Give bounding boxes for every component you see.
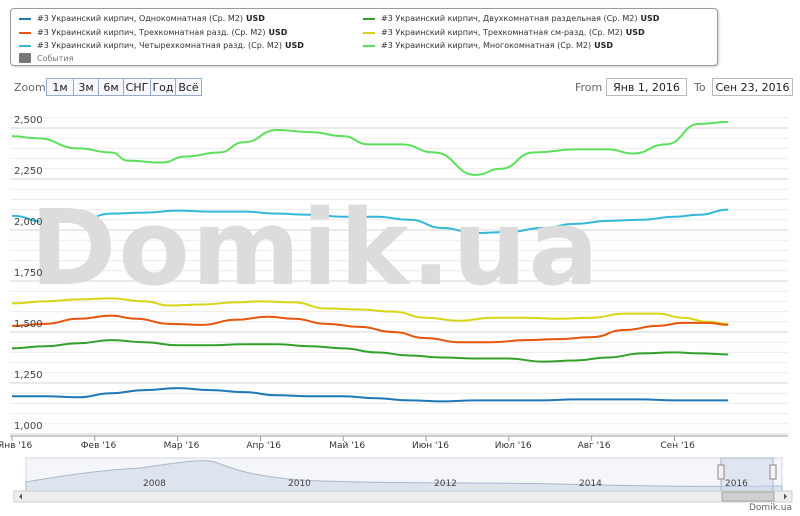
y-tick-label: 1,500 (14, 319, 43, 330)
zoom-3m-button[interactable]: 3м (73, 78, 99, 96)
legend-item-3room-sep[interactable]: #3 Украинский кирпич, Трехкомнатная разд… (19, 28, 287, 37)
navigator-right-handle[interactable] (768, 463, 778, 481)
y-tick-label: 2,500 (14, 115, 43, 126)
legend-unit: USD (268, 28, 288, 37)
y-tick-label: 2,250 (14, 166, 43, 177)
series-line-5 (12, 387, 729, 403)
legend-label: #3 Украинский кирпич, Трехкомнатная разд… (37, 28, 266, 37)
x-tick-label: Фев '16 (80, 441, 117, 451)
legend-unit: USD (594, 41, 614, 50)
x-tick-label: Июл '16 (494, 441, 532, 451)
watermark: Domik.ua (30, 187, 601, 309)
legend-label: #3 Украинский кирпич, Двухкомнатная разд… (381, 14, 638, 23)
legend: #3 Украинский кирпич, Однокомнатная (Ср.… (10, 8, 718, 66)
legend-swatch (363, 44, 375, 47)
plot-background (10, 100, 788, 436)
legend-item-2room[interactable]: #3 Украинский кирпич, Двухкомнатная разд… (363, 14, 659, 23)
x-tick-label: Авг '16 (577, 441, 611, 451)
zoom-label: Zoom (14, 81, 46, 94)
navigator-year-label: 2014 (579, 479, 602, 489)
range-from-input[interactable]: Янв 1, 2016 (606, 78, 687, 96)
legend-label: #3 Украинский кирпич, Однокомнатная (Ср.… (37, 14, 243, 23)
legend-label: #3 Украинский кирпич, Многокомнатная (Ср… (381, 41, 592, 50)
series-line-2 (11, 297, 729, 325)
navigator-year-label: 2010 (288, 479, 311, 489)
legend-unit: USD (245, 14, 265, 23)
range-to-input[interactable]: Сен 23, 2016 (712, 78, 793, 96)
x-tick-label: Май '16 (329, 441, 366, 451)
legend-label: #3 Украинский кирпич, Четырехкомнатная р… (37, 41, 282, 50)
y-tick-label: 2,000 (14, 217, 43, 228)
legend-item-events[interactable]: События (19, 53, 73, 63)
legend-item-multiroom[interactable]: #3 Украинский кирпич, Многокомнатная (Ср… (363, 41, 613, 50)
series-line-0 (11, 120, 729, 176)
legend-swatch (363, 17, 375, 20)
navigator-year-label: 2008 (143, 479, 166, 489)
legend-swatch (19, 31, 31, 34)
navigator-year-label: 2016 (725, 479, 748, 489)
navigator-scrollbar[interactable] (14, 491, 792, 502)
legend-label: События (37, 53, 74, 63)
credit-link[interactable]: Domik.ua (749, 503, 792, 513)
legend-item-4room[interactable]: #3 Украинский кирпич, Четырехкомнатная р… (19, 41, 304, 50)
legend-label: #3 Украинский кирпич, Трехкомнатная см-р… (381, 28, 623, 37)
series-line-1 (11, 208, 729, 235)
range-to-label: To (694, 81, 706, 94)
series-line-3 (11, 314, 729, 344)
navigator-year-label: 2012 (434, 479, 457, 489)
zoom-all-button[interactable]: Всё (175, 78, 202, 96)
zoom-6m-button[interactable]: 6м (98, 78, 124, 96)
y-tick-label: 1,000 (14, 421, 43, 432)
x-tick-label: Мар '16 (163, 441, 200, 451)
x-tick-label: Апр '16 (246, 441, 281, 451)
legend-unit: USD (625, 28, 645, 37)
legend-unit: USD (284, 41, 304, 50)
x-tick-label: Янв '16 (0, 441, 33, 451)
legend-swatch (19, 17, 31, 20)
legend-item-3room-mixed[interactable]: #3 Украинский кирпич, Трехкомнатная см-р… (363, 28, 645, 37)
y-tick-label: 1,750 (14, 268, 43, 279)
events-swatch (19, 53, 31, 63)
series-line-4 (11, 339, 729, 363)
x-tick-label: Сен '16 (660, 441, 695, 451)
navigator-left-handle[interactable] (716, 463, 726, 481)
range-from-label: From (575, 81, 603, 94)
x-tick-label: Июн '16 (412, 441, 449, 451)
legend-swatch (19, 44, 31, 47)
legend-item-1room[interactable]: #3 Украинский кирпич, Однокомнатная (Ср.… (19, 14, 265, 23)
legend-unit: USD (640, 14, 660, 23)
y-tick-label: 1,250 (14, 370, 43, 381)
legend-swatch (363, 31, 375, 34)
